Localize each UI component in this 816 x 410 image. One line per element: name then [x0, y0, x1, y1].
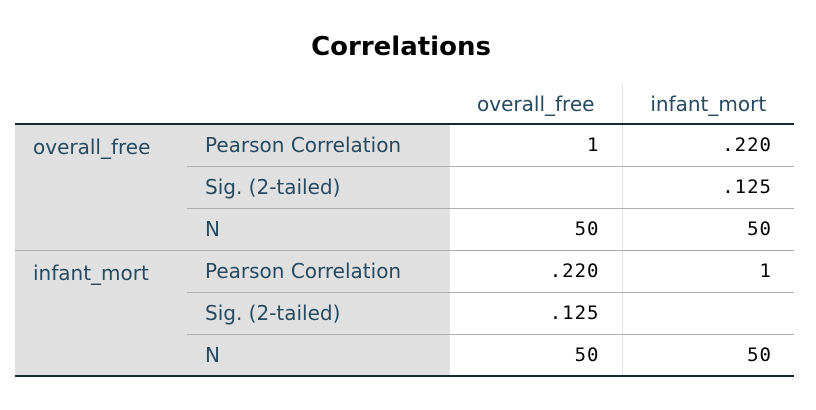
cell-value: 50 — [622, 334, 794, 377]
header-row: overall_free infant_mort — [15, 84, 794, 125]
statistic-label: Pearson Correlation — [187, 124, 450, 167]
column-header: overall_free — [450, 84, 623, 125]
column-header: infant_mort — [622, 84, 794, 125]
cell-value: .220 — [450, 250, 623, 293]
cell-value — [622, 292, 794, 335]
correlations-table: overall_free infant_mort overall_free Pe… — [15, 84, 794, 377]
corner-cell — [15, 84, 187, 125]
table-row: infant_mort Pearson Correlation .220 1 — [15, 250, 794, 377]
corner-cell — [187, 84, 450, 125]
table-row: overall_free Pearson Correlation 1 .220 — [15, 124, 794, 251]
table-row: N 50 50 — [15, 208, 794, 251]
table-title: Correlations — [311, 32, 491, 62]
statistic-label: Pearson Correlation — [187, 250, 450, 293]
cell-value: 50 — [450, 334, 623, 377]
statistic-label: N — [187, 334, 450, 377]
statistic-label: Sig. (2-tailed) — [187, 166, 450, 209]
row-variable-label: infant_mort — [15, 250, 187, 377]
cell-value: .220 — [622, 124, 794, 167]
statistic-label: N — [187, 208, 450, 251]
table-row: Sig. (2-tailed) .125 — [15, 166, 794, 209]
cell-value: 50 — [622, 208, 794, 251]
cell-value: 1 — [450, 124, 623, 167]
cell-value: 1 — [622, 250, 794, 293]
table-row: Sig. (2-tailed) .125 — [15, 292, 794, 335]
cell-value: 50 — [450, 208, 623, 251]
cell-value: .125 — [450, 292, 623, 335]
row-variable-label: overall_free — [15, 124, 187, 251]
cell-value — [450, 166, 623, 209]
statistic-label: Sig. (2-tailed) — [187, 292, 450, 335]
cell-value: .125 — [622, 166, 794, 209]
table-row: N 50 50 — [15, 334, 794, 377]
